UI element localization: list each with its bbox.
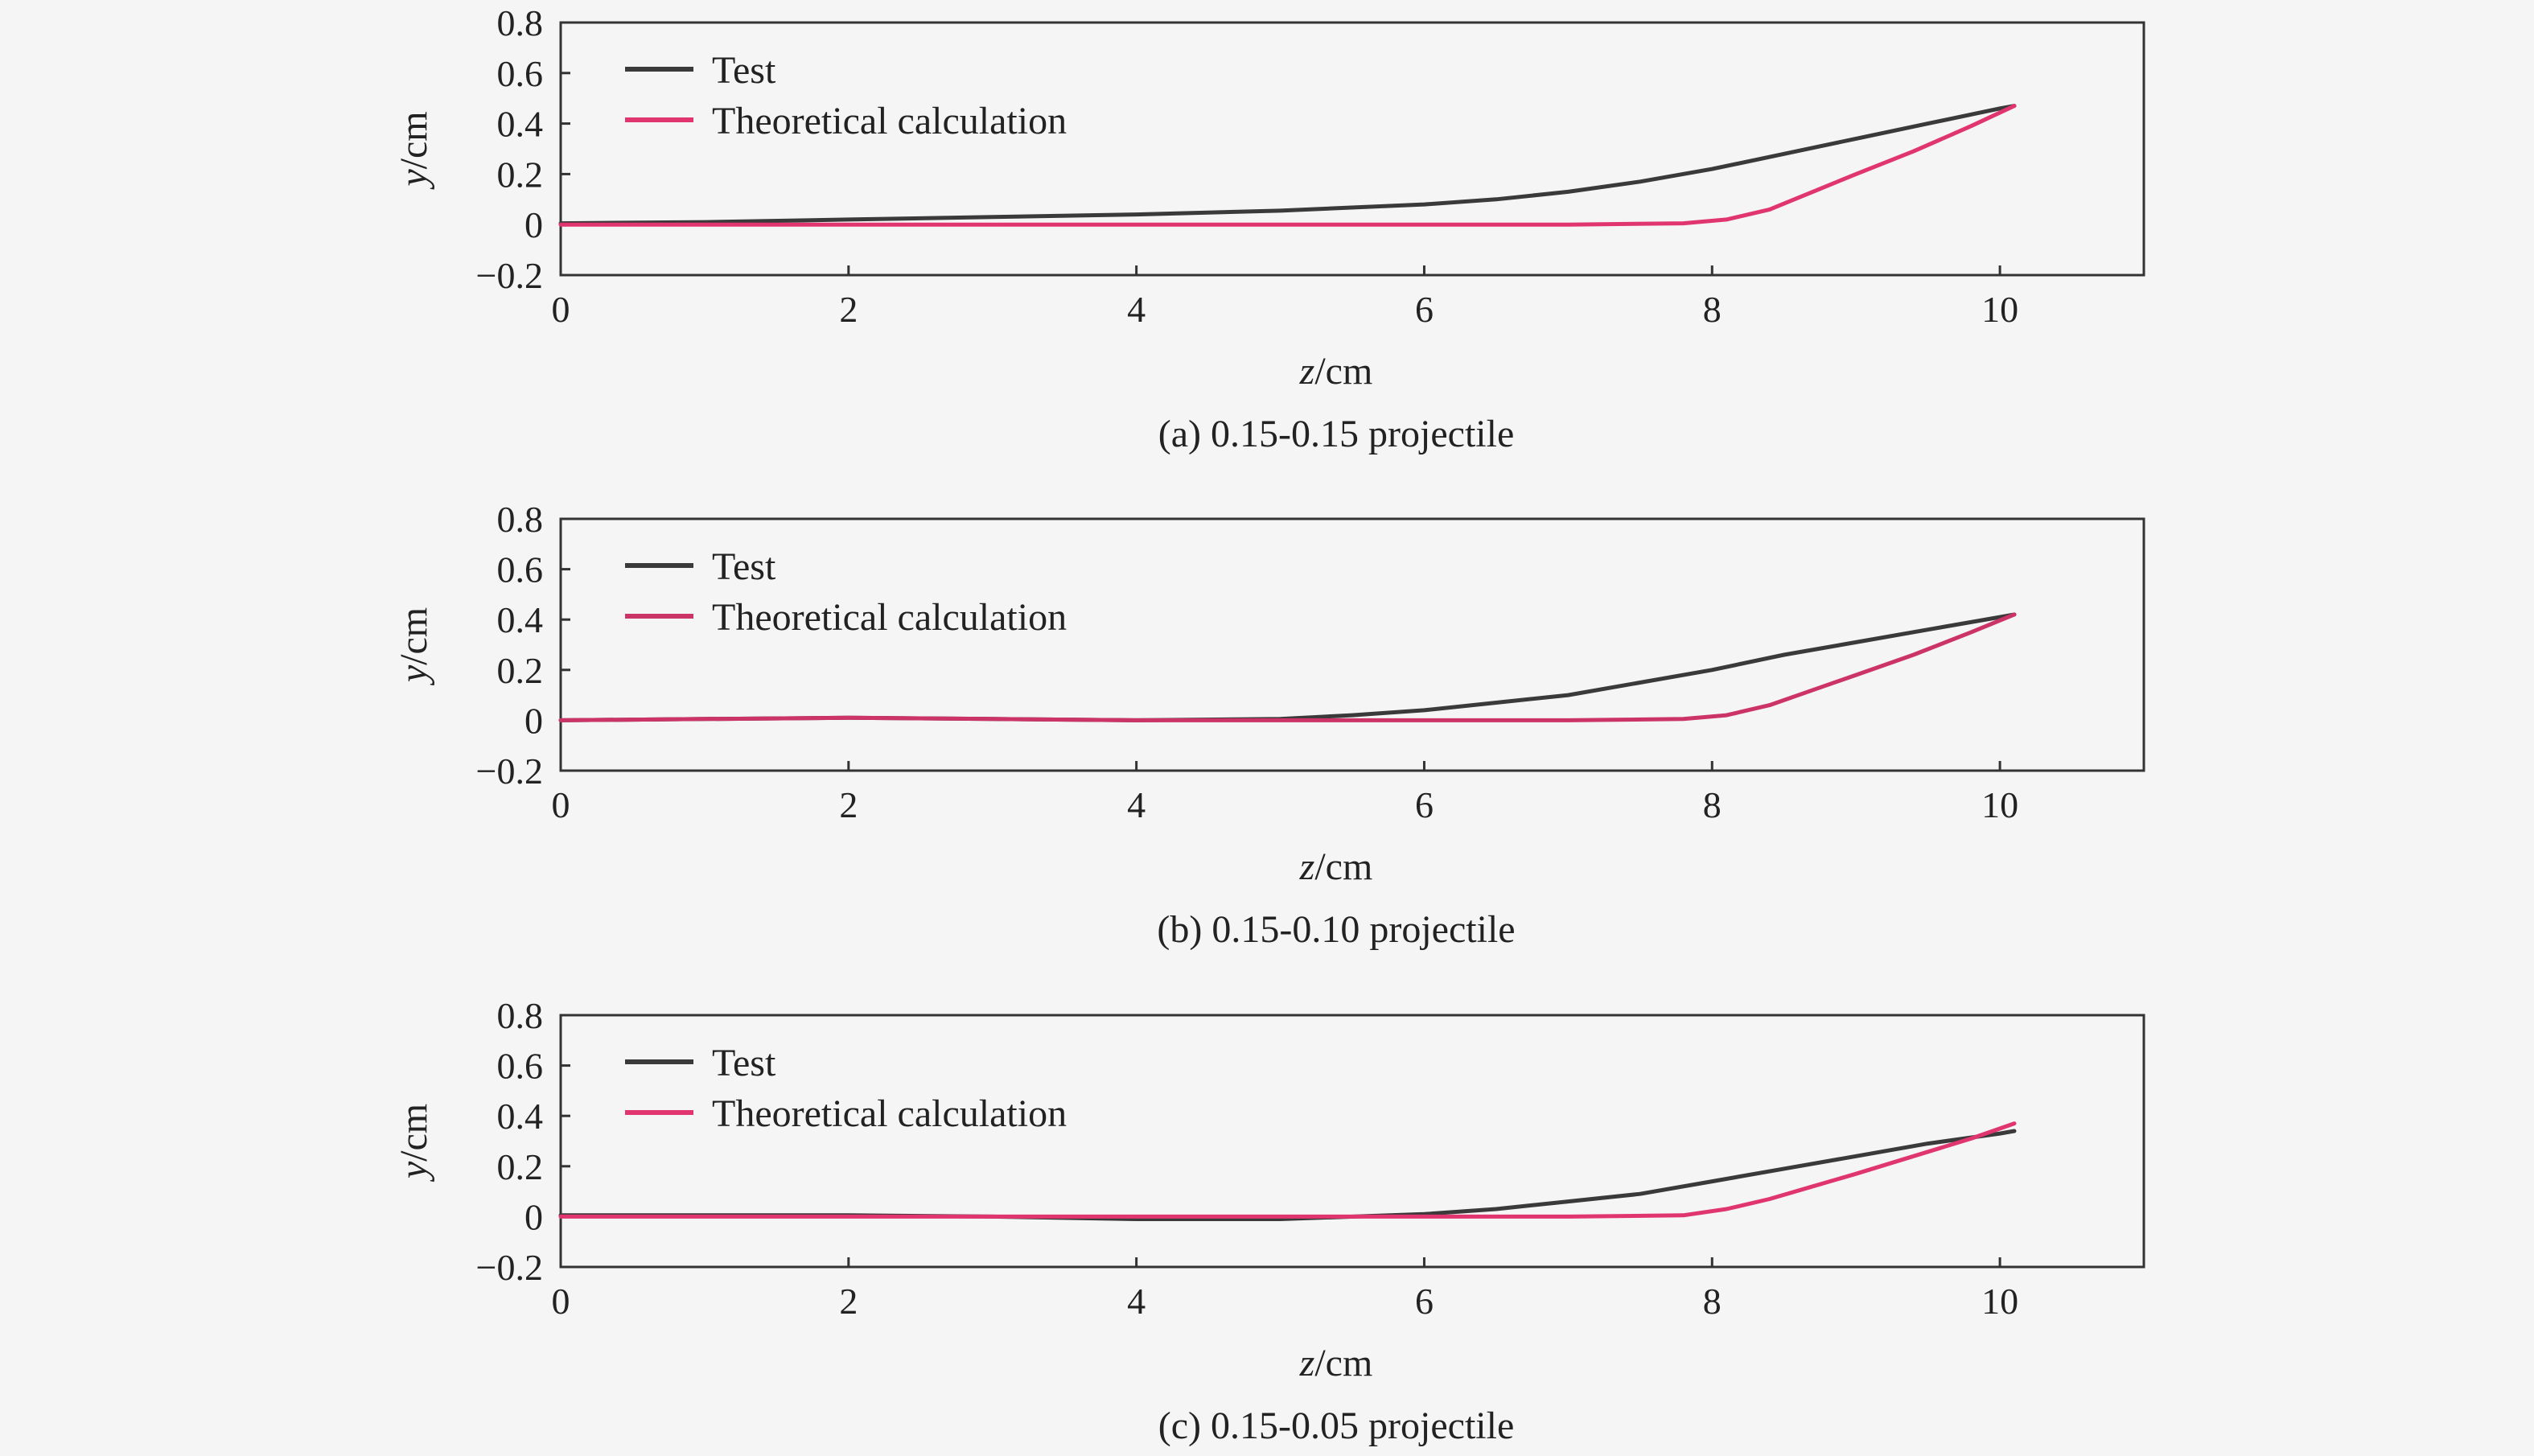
- y-tick-label: 0.8: [497, 499, 544, 540]
- y-tick-label: 0.4: [497, 1096, 544, 1137]
- y-axis-variable: y: [393, 169, 435, 191]
- x-axis-variable: z: [1299, 1342, 1315, 1384]
- legend-label: Test: [712, 545, 776, 588]
- x-tick-label: 4: [1127, 289, 1146, 330]
- x-tick-label: 2: [839, 289, 858, 330]
- panel-caption: (a) 0.15-0.15 projectile: [1158, 413, 1515, 455]
- y-tick-label: 0: [524, 1196, 543, 1237]
- legend-label: Theoretical calculation: [712, 1092, 1067, 1135]
- y-tick-label: 0: [524, 700, 543, 741]
- panel-caption: (c) 0.15-0.05 projectile: [1158, 1405, 1515, 1447]
- x-tick-label: 4: [1127, 784, 1146, 825]
- y-tick-label: 0.4: [497, 599, 544, 640]
- y-axis-label: y/cm: [393, 607, 435, 686]
- y-axis-variable: y: [393, 664, 435, 686]
- legend-label: Test: [712, 49, 776, 92]
- chart-panel-3: 0 2 4 6 8 10−0.200.20.40.60.8z/cmy/cm(c) 0.15…: [393, 995, 2145, 1447]
- y-axis-label: y/cm: [393, 111, 435, 190]
- y-axis-unit: /cm: [393, 607, 435, 665]
- series-line-test: [558, 1129, 2017, 1221]
- series-line-test: [558, 104, 2017, 226]
- x-tick-label: 0: [552, 784, 570, 825]
- panel-caption: (b) 0.15-0.10 projectile: [1157, 908, 1515, 951]
- plot-frame: [559, 21, 2145, 277]
- y-tick-label: 0.2: [497, 154, 544, 195]
- x-axis-variable: z: [1299, 350, 1315, 393]
- series-line-theoretical: [558, 1121, 2017, 1219]
- y-axis-unit: /cm: [393, 111, 435, 169]
- x-axis-unit: /cm: [1314, 350, 1372, 393]
- y-axis-unit: /cm: [393, 1104, 435, 1162]
- chart-panel-2: 0 2 4 6 8 10−0.200.20.40.60.8z/cmy/cm(b) 0.15…: [393, 499, 2145, 951]
- y-tick-label: 0.4: [497, 104, 544, 145]
- x-tick-label: 6: [1415, 1281, 1434, 1322]
- x-tick-label: 0: [552, 1281, 570, 1322]
- x-tick-label: 10: [1981, 289, 2018, 330]
- y-tick-label: 0.2: [497, 1146, 544, 1187]
- y-tick-label: 0: [524, 204, 543, 245]
- x-axis-label: z/cm: [1299, 1342, 1373, 1384]
- x-tick-label: 4: [1127, 1281, 1146, 1322]
- y-tick-label: 0.6: [497, 1046, 544, 1087]
- x-axis-label: z/cm: [1299, 845, 1373, 888]
- x-tick-label: 8: [1703, 289, 1722, 330]
- x-tick-label: 8: [1703, 1281, 1722, 1322]
- y-tick-label: 0.6: [497, 53, 544, 94]
- x-tick-label: 10: [1981, 1281, 2018, 1322]
- x-tick-label: 6: [1415, 289, 1434, 330]
- x-tick-label: 8: [1703, 784, 1722, 825]
- chart-panel-1: 0 2 4 6 8 10−0.200.20.40.60.8z/cmy/cm(a) 0.15…: [393, 2, 2145, 455]
- x-tick-label: 10: [1981, 784, 2018, 825]
- x-axis-variable: z: [1299, 845, 1315, 888]
- plot-frame: [559, 517, 2145, 772]
- series-line-theoretical: [558, 612, 2017, 722]
- x-tick-label: 6: [1415, 784, 1434, 825]
- x-axis-unit: /cm: [1314, 845, 1372, 888]
- y-tick-label: −0.2: [476, 255, 543, 296]
- y-tick-label: 0.8: [497, 995, 544, 1036]
- x-tick-label: 0: [552, 289, 570, 330]
- y-tick-label: 0.2: [497, 650, 544, 691]
- y-axis-label: y/cm: [393, 1104, 435, 1182]
- legend-label: Test: [712, 1042, 776, 1084]
- legend-label: Theoretical calculation: [712, 596, 1067, 639]
- series-line-theoretical: [558, 104, 2017, 227]
- x-axis-label: z/cm: [1299, 350, 1373, 393]
- x-tick-label: 2: [839, 784, 858, 825]
- y-tick-label: 0.8: [497, 2, 544, 43]
- legend-label: Theoretical calculation: [712, 100, 1067, 142]
- x-axis-unit: /cm: [1314, 1342, 1372, 1384]
- y-axis-variable: y: [393, 1161, 435, 1182]
- y-tick-label: −0.2: [476, 751, 543, 792]
- x-tick-label: 2: [839, 1281, 858, 1322]
- y-tick-label: 0.6: [497, 549, 544, 590]
- plot-frame: [559, 1014, 2145, 1269]
- y-tick-label: −0.2: [476, 1247, 543, 1288]
